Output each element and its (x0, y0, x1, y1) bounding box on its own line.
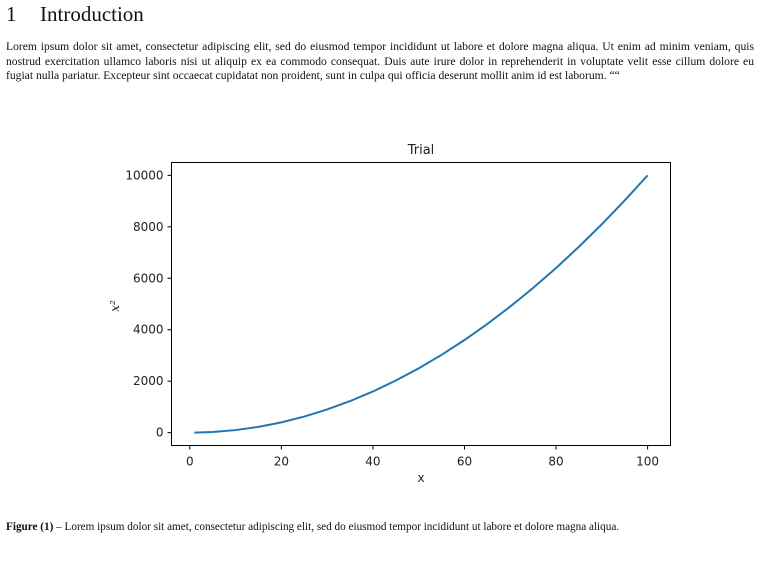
y-tick-label: 4000 (133, 323, 164, 337)
y-tick-label: 10000 (125, 168, 163, 182)
caption-text: – Lorem ipsum dolor sit amet, consectetu… (53, 521, 620, 533)
body-paragraph: Lorem ipsum dolor sit amet, consectetur … (6, 40, 754, 83)
figure-chart: Trial 0 20 40 60 80 100 0 2000 4000 6000 8000 1000… (108, 143, 671, 485)
x-tick-label: 20 (274, 455, 289, 469)
y-tick-label: 2000 (133, 374, 164, 388)
caption-label: Figure (1) (6, 521, 54, 533)
x-axis-label: x (417, 471, 424, 485)
section-title: Introduction (40, 2, 144, 26)
x-tick-label: 80 (548, 455, 563, 469)
y-axis-label: x² (108, 300, 122, 312)
x-tick-label: 40 (365, 455, 380, 469)
y-tick-label: 6000 (133, 271, 164, 285)
chart-title: Trial (407, 143, 435, 158)
series-line-x-squared (194, 174, 649, 434)
y-tick-label: 8000 (133, 220, 164, 234)
x-tick-label: 0 (186, 455, 194, 469)
section-number: 1 (6, 2, 17, 26)
section-heading: 1 Introduction (6, 2, 144, 27)
y-axis: 0 2000 4000 6000 8000 10000 (125, 168, 172, 440)
x-tick-label: 60 (457, 455, 472, 469)
x-axis: 0 20 40 60 80 100 (186, 445, 659, 469)
figure-caption: Figure (1) – Lorem ipsum dolor sit amet,… (6, 520, 758, 534)
x-tick-label: 100 (636, 455, 659, 469)
plot-area (171, 162, 671, 446)
y-tick-label: 0 (156, 426, 164, 440)
